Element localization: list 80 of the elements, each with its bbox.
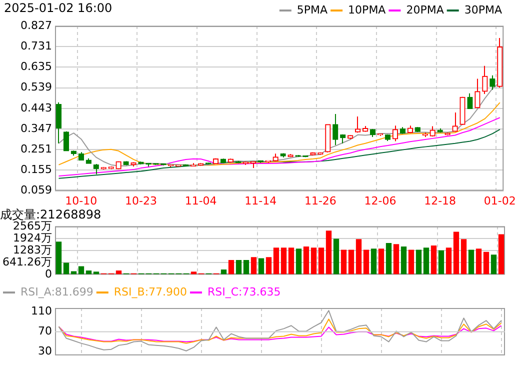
bar bbox=[273, 248, 280, 274]
bar bbox=[416, 250, 422, 274]
bar bbox=[446, 248, 452, 274]
bar bbox=[266, 257, 272, 274]
bar bbox=[363, 250, 370, 274]
y-tick-label: 110 bbox=[31, 304, 52, 318]
bar bbox=[356, 239, 362, 274]
legend-label: RSI_A:81.699 bbox=[20, 285, 94, 298]
x-tick-label: 11-26 bbox=[304, 194, 336, 208]
y-tick-label: 1924万 bbox=[13, 231, 52, 244]
bar bbox=[483, 252, 490, 274]
bar bbox=[236, 260, 242, 274]
bar bbox=[430, 245, 437, 274]
bar bbox=[250, 257, 257, 274]
bar bbox=[476, 248, 482, 274]
bar bbox=[326, 230, 332, 274]
y-tick-label: 0.827 bbox=[20, 18, 52, 32]
bar bbox=[400, 246, 407, 274]
y-tick-label: 0.635 bbox=[20, 60, 52, 74]
x-tick-label: 12-18 bbox=[424, 194, 456, 208]
x-tick-label: 11-14 bbox=[244, 194, 277, 208]
y-tick-label: 0 bbox=[45, 267, 52, 280]
x-tick-label: 01-02 bbox=[484, 194, 516, 208]
bar bbox=[310, 248, 317, 274]
x-tick-label: 10-23 bbox=[125, 194, 157, 208]
bar bbox=[490, 254, 497, 274]
y-tick-label: 30 bbox=[38, 344, 52, 358]
bar bbox=[453, 232, 460, 274]
legend-label: 10PMA bbox=[348, 3, 386, 16]
chart-title: 成交量:21268898 bbox=[0, 207, 102, 222]
chart-title: 2025-01-02 16:00 bbox=[4, 1, 112, 16]
bar bbox=[340, 250, 347, 274]
x-tick-label: 10-10 bbox=[65, 194, 98, 208]
y-tick-label: 70 bbox=[38, 324, 52, 338]
bar bbox=[93, 272, 100, 274]
y-tick-label: 0.155 bbox=[20, 163, 52, 176]
bar bbox=[296, 248, 302, 274]
y-tick-label: 0.539 bbox=[20, 80, 52, 94]
y-tick-label: 0.347 bbox=[20, 122, 52, 135]
bar bbox=[288, 248, 294, 274]
bar bbox=[303, 246, 310, 274]
y-tick-label: 0.443 bbox=[20, 101, 52, 114]
bar bbox=[190, 272, 197, 274]
bar bbox=[228, 260, 234, 274]
legend-label: 30PMA bbox=[464, 3, 502, 16]
bar bbox=[258, 258, 264, 274]
y-tick-label: 0.251 bbox=[20, 142, 52, 156]
bar bbox=[70, 271, 77, 274]
y-tick-label: 1283万 bbox=[13, 243, 52, 256]
y-tick-label: 0.059 bbox=[20, 184, 52, 197]
bar bbox=[460, 239, 467, 274]
x-tick-label: 12-06 bbox=[364, 194, 396, 208]
legend-label: RSI_C:73.635 bbox=[208, 285, 281, 298]
bar bbox=[56, 242, 62, 274]
bar bbox=[243, 260, 250, 274]
legend-label: 5PMA bbox=[296, 3, 328, 16]
bar bbox=[498, 234, 504, 274]
bar bbox=[333, 238, 340, 274]
bar bbox=[280, 248, 287, 274]
y-tick-label: 0.731 bbox=[20, 39, 52, 52]
bar bbox=[468, 250, 474, 274]
legend-label: 20PMA bbox=[406, 3, 444, 16]
legend-label: RSI_B:77.900 bbox=[114, 285, 188, 298]
bar bbox=[378, 248, 384, 274]
bar bbox=[78, 266, 84, 274]
bar bbox=[423, 248, 430, 274]
bar bbox=[386, 243, 392, 274]
bar bbox=[348, 250, 354, 274]
y-tick-label: 641.26万 bbox=[2, 255, 52, 268]
bar bbox=[86, 270, 92, 274]
x-tick-label: 11-04 bbox=[184, 194, 217, 208]
bar bbox=[63, 262, 70, 274]
bar bbox=[408, 250, 414, 274]
bar bbox=[116, 270, 122, 274]
bar bbox=[318, 248, 324, 274]
bar bbox=[370, 248, 377, 274]
bar bbox=[393, 244, 400, 274]
y-tick-label: 2565万 bbox=[13, 219, 52, 232]
bar bbox=[438, 250, 444, 274]
bar bbox=[220, 269, 227, 274]
